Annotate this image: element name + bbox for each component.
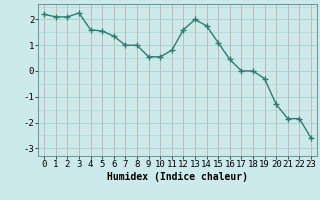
X-axis label: Humidex (Indice chaleur): Humidex (Indice chaleur) bbox=[107, 172, 248, 182]
